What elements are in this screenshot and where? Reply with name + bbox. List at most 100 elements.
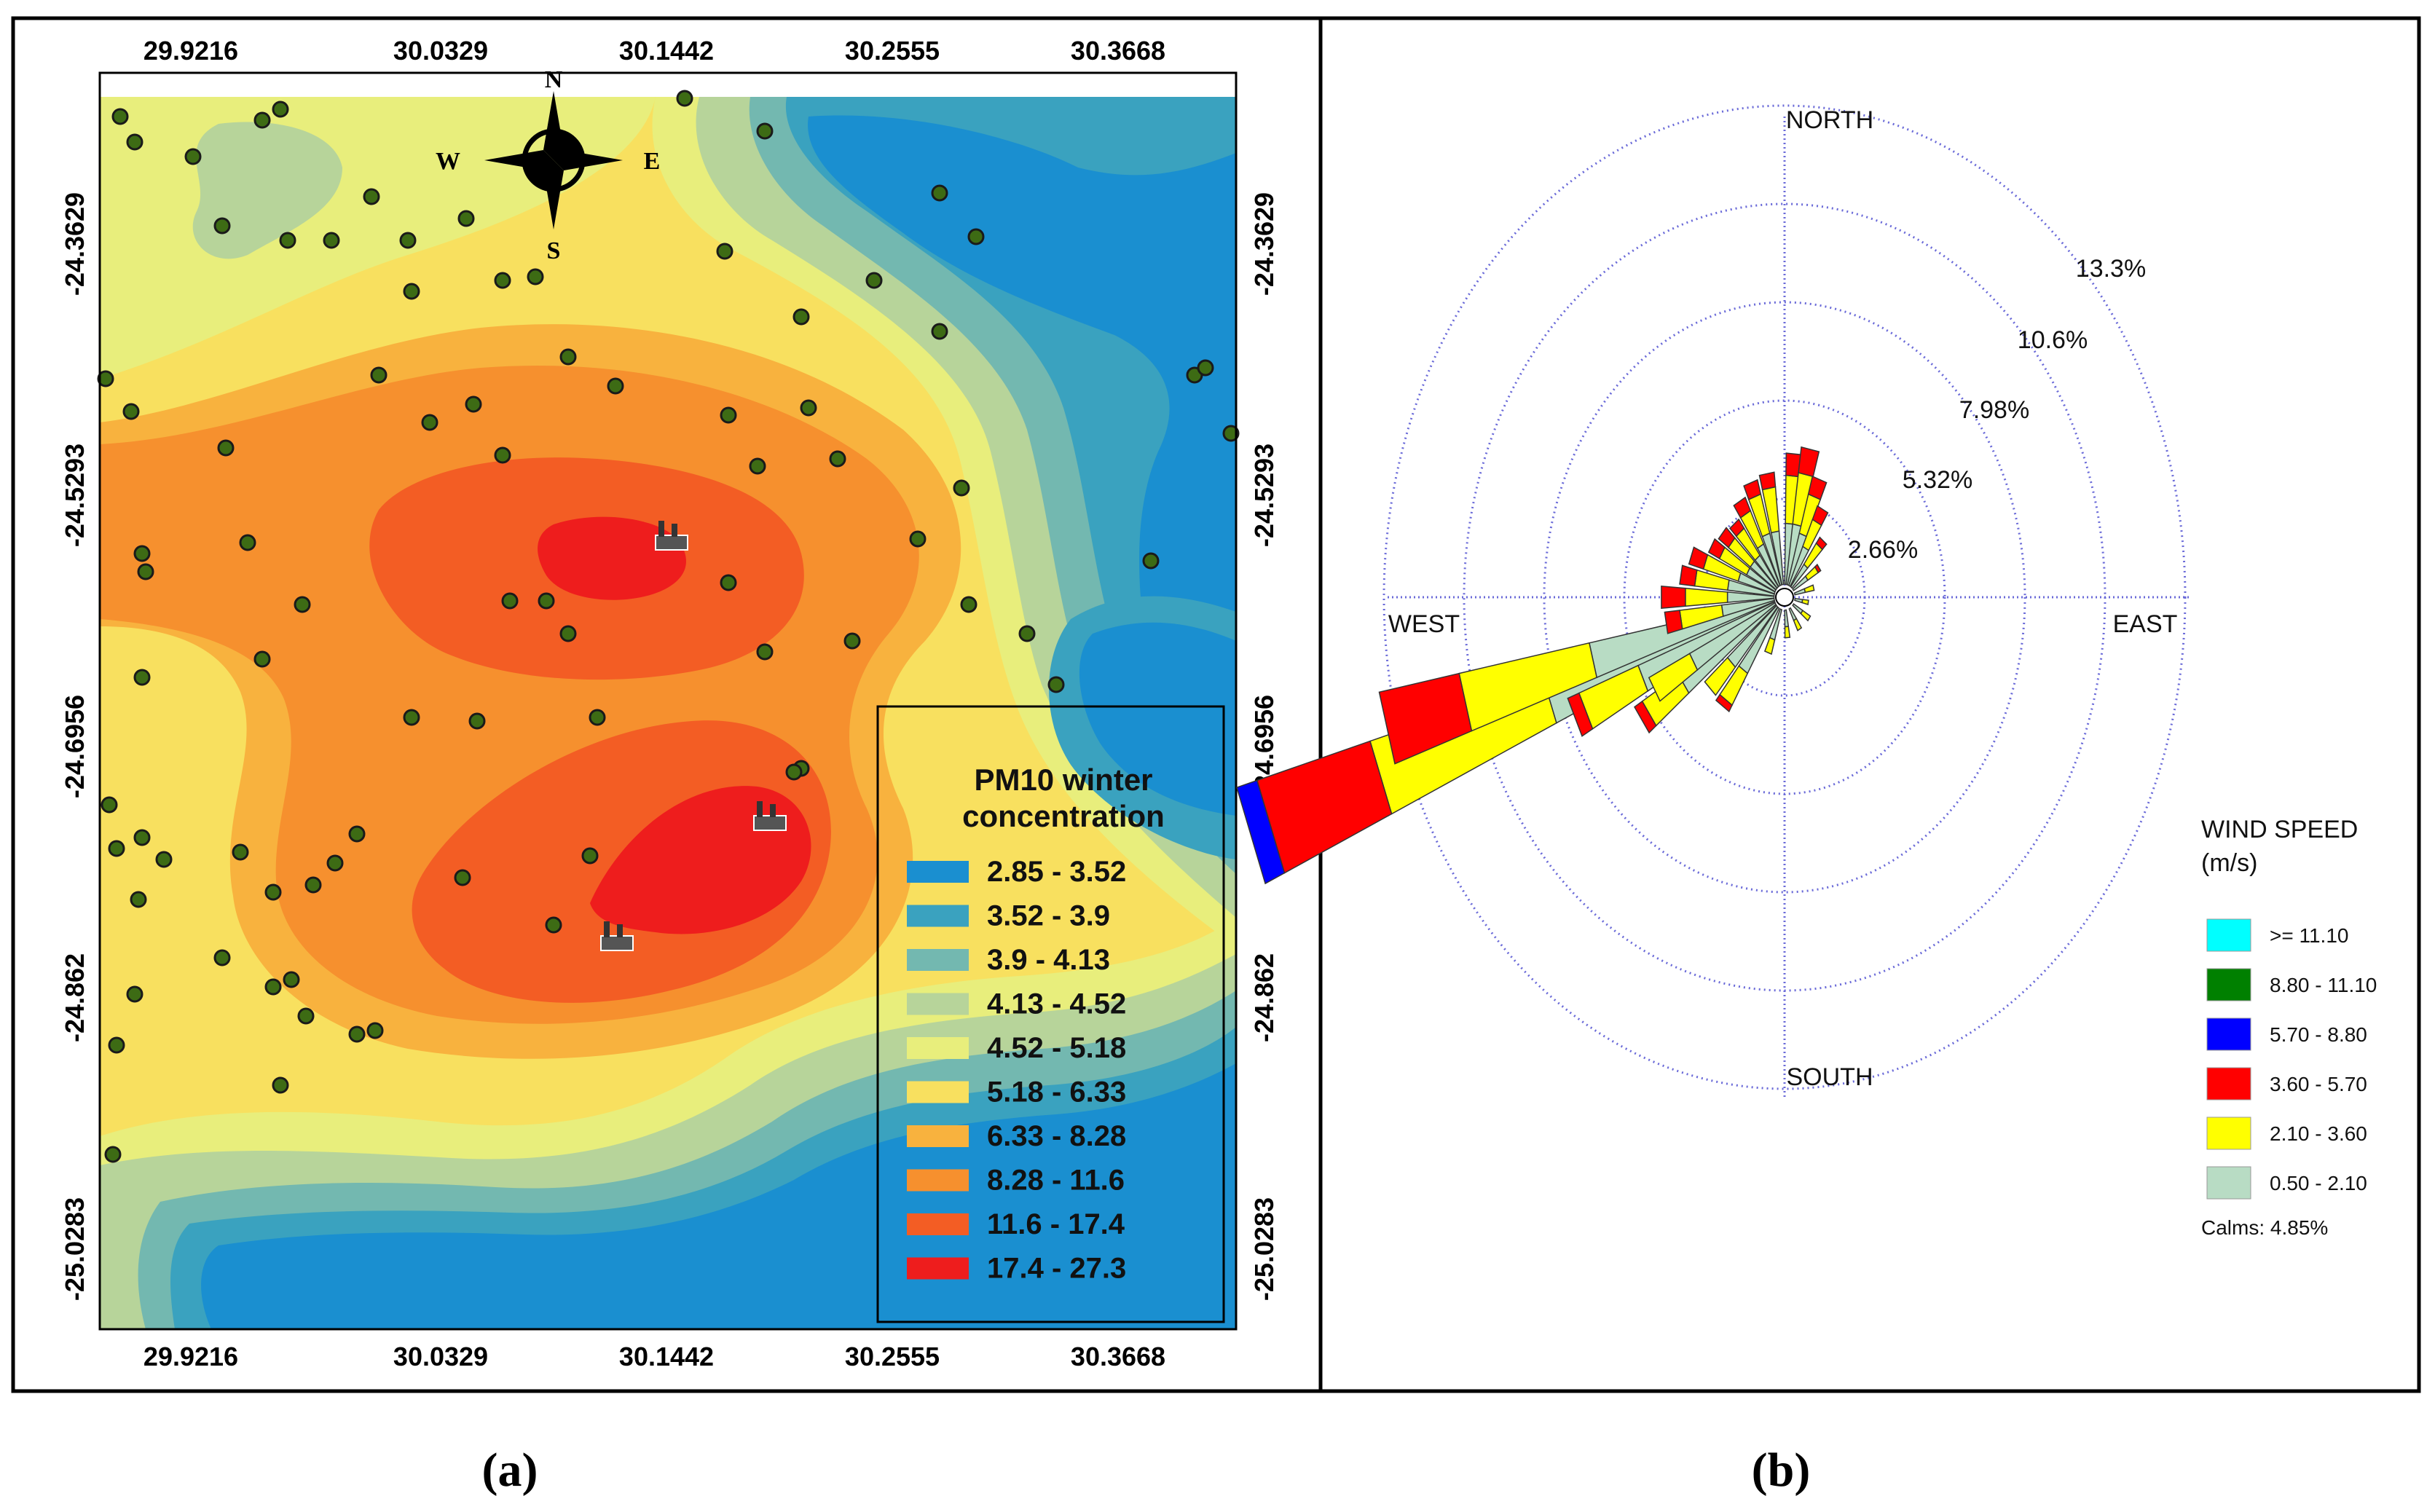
sampling-point [304,876,322,894]
lat-tick-label: -24.3629 [60,192,90,296]
sampling-point [403,283,420,300]
sampling-point [264,883,282,901]
sampling-point [239,534,256,551]
legend-item-label: 11.6 - 17.4 [987,1208,1125,1240]
legend-item-label: 5.18 - 6.33 [987,1076,1126,1109]
ring-label: 5.32% [1903,466,1972,494]
rose-west-label: WEST [1388,610,1460,638]
pm10-legend: PM10 winter concentration 2.85 - 3.52 3.5… [876,705,1225,1323]
sampling-point [1197,359,1214,377]
right-lat-axis: -24.3629 -24.5293 -24.6956 -24.862 -25.0… [1249,192,1279,1301]
sampling-point [756,122,774,140]
legend-item-label: 3.52 - 3.9 [987,900,1110,932]
sampling-point [716,243,733,260]
sampling-point [126,985,143,1003]
sampling-point [607,377,624,395]
sampling-point [213,949,231,966]
rose-east-label: EAST [2113,610,2178,638]
legend-item-label: 8.28 - 11.6 [987,1165,1125,1197]
sampling-point [133,669,151,686]
wind-legend-swatch [2206,1117,2251,1150]
sampling-point [348,825,366,843]
sampling-point [279,232,296,249]
sampling-point [581,847,599,865]
legend-item-label: 2.85 - 3.52 [987,856,1126,888]
wind-legend-swatch [2206,1017,2251,1051]
sampling-point [1142,552,1160,570]
rose-petal-segment [1733,496,1752,519]
ring-label: 7.98% [1959,396,2029,424]
legend-item-label: 6.33 - 8.28 [987,1120,1126,1152]
legend-item-label: 4.52 - 5.18 [987,1032,1126,1064]
pm10-map: N S E W 29.9216 30.0329 30.1442 30.2555 … [60,36,1279,1371]
rose-petal-segment [1729,518,1745,538]
wind-legend-label: 3.60 - 5.70 [2270,1073,2367,1095]
ring-label: 2.66% [1848,536,1918,564]
legend-swatch [907,949,969,971]
lat-tick-label: -25.0283 [60,1197,90,1301]
lon-tick-label: 30.3668 [1071,1342,1165,1371]
wind-legend-label: >= 11.10 [2270,924,2348,947]
left-lat-axis: -24.3629 -24.5293 -24.6956 -24.862 -25.0… [60,192,90,1301]
sampling-point [421,414,438,431]
sampling-point [909,530,927,548]
ring-label: 10.6% [2018,326,2088,354]
sampling-point [468,712,486,730]
legend-swatch [907,1169,969,1192]
rose-petal-segment [1798,446,1820,478]
lon-tick-label: 29.9216 [143,36,238,66]
sampling-point [465,395,482,413]
sampling-point [865,272,883,289]
wind-legend-swatch [2206,1166,2251,1200]
rose-petal-segment [1567,692,1594,737]
sampling-point [253,650,271,668]
sampling-point [1018,625,1036,642]
legend-title-line1: PM10 winter [974,763,1152,797]
rose-petal-segment [1801,599,1809,605]
sampling-point [184,148,202,165]
rose-petal-segment [1800,610,1812,622]
sampling-point [366,1022,384,1039]
legend-swatch [907,1213,969,1235]
lon-tick-label: 30.0329 [393,1342,488,1371]
sampling-point [501,592,519,610]
factory-icon [655,521,688,551]
sampling-point [264,978,282,996]
sampling-point [800,399,817,417]
sampling-point [1047,676,1065,693]
sampling-point [1222,425,1240,442]
legend-swatch [907,993,969,1015]
sampling-point [931,323,948,340]
sampling-point [749,457,766,475]
sampling-point [155,851,173,868]
lon-tick-label: 30.2555 [845,36,940,66]
sampling-point [133,829,151,846]
contour-layers [100,97,1236,1329]
rose-ring [1543,301,2026,894]
contour-2-85-3-52-mid-east [1079,622,1236,816]
rose-petal-segment [1763,637,1776,655]
legend-swatch [907,1081,969,1103]
rose-calm-circle [1775,588,1794,607]
lat-tick-label: -24.862 [1249,953,1279,1042]
sampling-point [323,232,340,249]
rose-north-label: NORTH [1786,106,1873,134]
contour-17-4-27-3-north [538,516,686,600]
legend-swatch [907,861,969,883]
sampling-point [283,971,300,988]
sampling-point [545,916,562,934]
sampling-point [97,370,114,387]
rose-petal-segment [1378,672,1473,765]
sampling-point [785,763,803,781]
rose-petal-segment [1812,505,1829,527]
sampling-point [363,188,380,205]
wind-speed-legend: WIND SPEED (m/s) >= 11.10 8.80 - 11.10 5.7… [2201,816,2377,1239]
sampling-point [756,643,774,661]
legend-swatch [907,1257,969,1280]
contour-2-85-3-52-east [808,115,1236,787]
wind-legend-label: 5.70 - 8.80 [2270,1023,2367,1046]
legend-swatch [907,1125,969,1147]
lat-tick-label: -25.0283 [1249,1197,1279,1301]
sampling-point [217,439,235,457]
wind-legend-label: 8.80 - 11.10 [2270,974,2377,996]
